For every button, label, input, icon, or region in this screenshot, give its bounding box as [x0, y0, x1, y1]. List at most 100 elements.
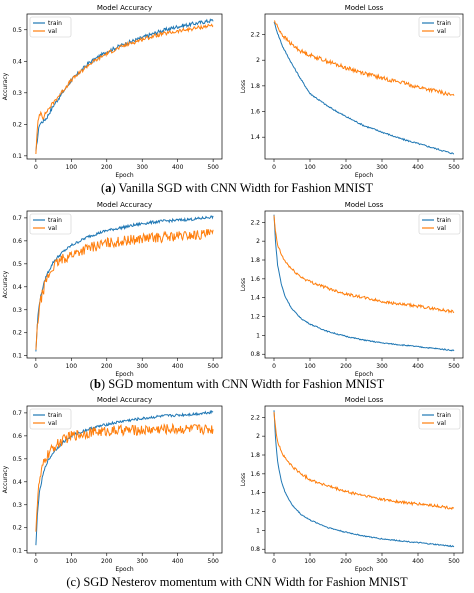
y-tick-label: 2.2: [250, 219, 260, 226]
y-tick-label: 1.8: [250, 83, 260, 90]
x-tick-label: 300: [376, 558, 388, 565]
chart-panel-4: Model Loss 0 100 200 300 400 500 0.8 1 1.2 1.4 1.6 1…: [240, 201, 464, 378]
x-tick-label: 200: [340, 558, 352, 565]
x-axis-label: Epoch: [355, 566, 374, 573]
y-axis-label: Loss: [240, 473, 247, 486]
chart-title: Model Loss: [345, 201, 384, 209]
x-tick-label: 0: [34, 558, 38, 565]
y-tick-label: 1.2: [250, 509, 260, 516]
y-tick-label: 0.8: [250, 546, 260, 553]
x-tick-label: 500: [207, 363, 219, 370]
y-tick-label: 0.1: [12, 548, 22, 555]
series-line-val: [35, 228, 214, 350]
y-tick-label: 0.7: [12, 215, 22, 222]
x-tick-label: 0: [34, 164, 38, 171]
y-tick-label: 0.2: [12, 121, 22, 128]
legend-label-train: train: [48, 217, 62, 224]
y-tick-label: 1.6: [250, 109, 260, 116]
chart-panel-3: Model Accuracy 0 100 200 300 400 500 0.1 0.2 0.3 0…: [2, 201, 223, 378]
y-tick-label: 0.3: [12, 307, 22, 314]
chart-title: Model Accuracy: [97, 201, 152, 209]
x-tick-label: 0: [272, 363, 276, 370]
caption-c-text: (c) SGD Nesterov momentum with CNN Width…: [66, 575, 408, 589]
y-tick-label: 1.4: [250, 490, 260, 497]
caption-b-text: SGD momentum with CNN Width for Fashion …: [105, 377, 385, 391]
x-axis-label: Epoch: [115, 371, 134, 378]
y-tick-label: 1.8: [250, 257, 260, 264]
y-tick-label: 0.7: [12, 410, 22, 417]
x-tick-label: 300: [137, 363, 149, 370]
series-line-val: [273, 215, 455, 314]
legend-box: [418, 408, 461, 430]
x-tick-label: 200: [340, 363, 352, 370]
chart-panel-6: Model Loss 0 100 200 300 400 500 0.8 1 1.2 1.4 1.6 1…: [240, 396, 464, 573]
legend-box: [29, 408, 72, 430]
caption-b: (b) SGD momentum with CNN Width for Fash…: [89, 377, 385, 391]
y-tick-label: 1: [256, 332, 260, 339]
chart-panel-5: Model Accuracy 0 100 200 300 400 500 0.1 0.2 0.3 0…: [2, 396, 223, 573]
caption-a-label: a: [105, 181, 112, 195]
series-line-val: [35, 422, 214, 532]
y-tick-label: 0.3: [12, 502, 22, 509]
caption-a-text: Vanilla SGD with CNN Width for Fashion M…: [115, 181, 373, 195]
x-tick-label: 100: [66, 363, 78, 370]
legend-box: [29, 16, 72, 38]
series-line-val: [273, 412, 455, 511]
y-tick-label: 0.4: [12, 479, 22, 486]
series-line-train: [273, 214, 455, 352]
legend-label-train: train: [437, 217, 451, 224]
chart-title: Model Loss: [345, 396, 384, 404]
y-tick-label: 0.1: [12, 353, 22, 360]
y-tick-label: 0.6: [12, 433, 22, 440]
x-tick-label: 200: [101, 558, 113, 565]
plot-frame: [264, 210, 464, 359]
x-tick-label: 400: [172, 558, 184, 565]
y-tick-label: 0.4: [12, 284, 22, 291]
y-axis-label: Accuracy: [2, 72, 9, 100]
x-tick-label: 400: [412, 164, 424, 171]
series-line-train: [273, 410, 455, 548]
series-line-val: [273, 20, 455, 97]
y-tick-label: 1.4: [250, 134, 260, 141]
x-tick-label: 200: [101, 164, 113, 171]
plot-frame: [26, 13, 223, 160]
y-tick-label: 1.8: [250, 452, 260, 459]
legend-label-train: train: [437, 20, 451, 27]
y-tick-label: 1.6: [250, 471, 260, 478]
legend-label-val: val: [48, 420, 57, 427]
chart-title: Model Accuracy: [97, 396, 152, 404]
legend-box: [418, 213, 461, 235]
y-axis-label: Loss: [240, 278, 247, 291]
x-tick-label: 0: [34, 363, 38, 370]
legend-label-train: train: [437, 412, 451, 419]
y-tick-label: 0.8: [250, 351, 260, 358]
plot-frame: [26, 405, 223, 554]
x-tick-label: 100: [304, 558, 316, 565]
legend-label-val: val: [437, 420, 446, 427]
x-axis-label: Epoch: [115, 172, 134, 179]
y-tick-label: 0.4: [12, 58, 22, 65]
chart-panel-1: Model Accuracy 0 100 200 300 400 500 0.1 0.2 0.3 0…: [2, 4, 223, 179]
y-tick-label: 1.6: [250, 276, 260, 283]
caption-c: (c) SGD Nesterov momentum with CNN Width…: [0, 575, 474, 590]
y-tick-label: 1.2: [250, 314, 260, 321]
series-line-train: [273, 22, 455, 155]
y-axis-label: Accuracy: [2, 465, 9, 493]
y-tick-label: 2: [256, 57, 260, 64]
y-tick-label: 2.2: [250, 32, 260, 39]
x-tick-label: 400: [172, 363, 184, 370]
x-tick-label: 100: [304, 164, 316, 171]
x-tick-label: 400: [412, 363, 424, 370]
x-tick-label: 300: [137, 164, 149, 171]
x-tick-label: 0: [272, 164, 276, 171]
y-axis-label: Loss: [240, 80, 247, 93]
x-tick-label: 500: [448, 363, 460, 370]
y-tick-label: 2: [256, 238, 260, 245]
